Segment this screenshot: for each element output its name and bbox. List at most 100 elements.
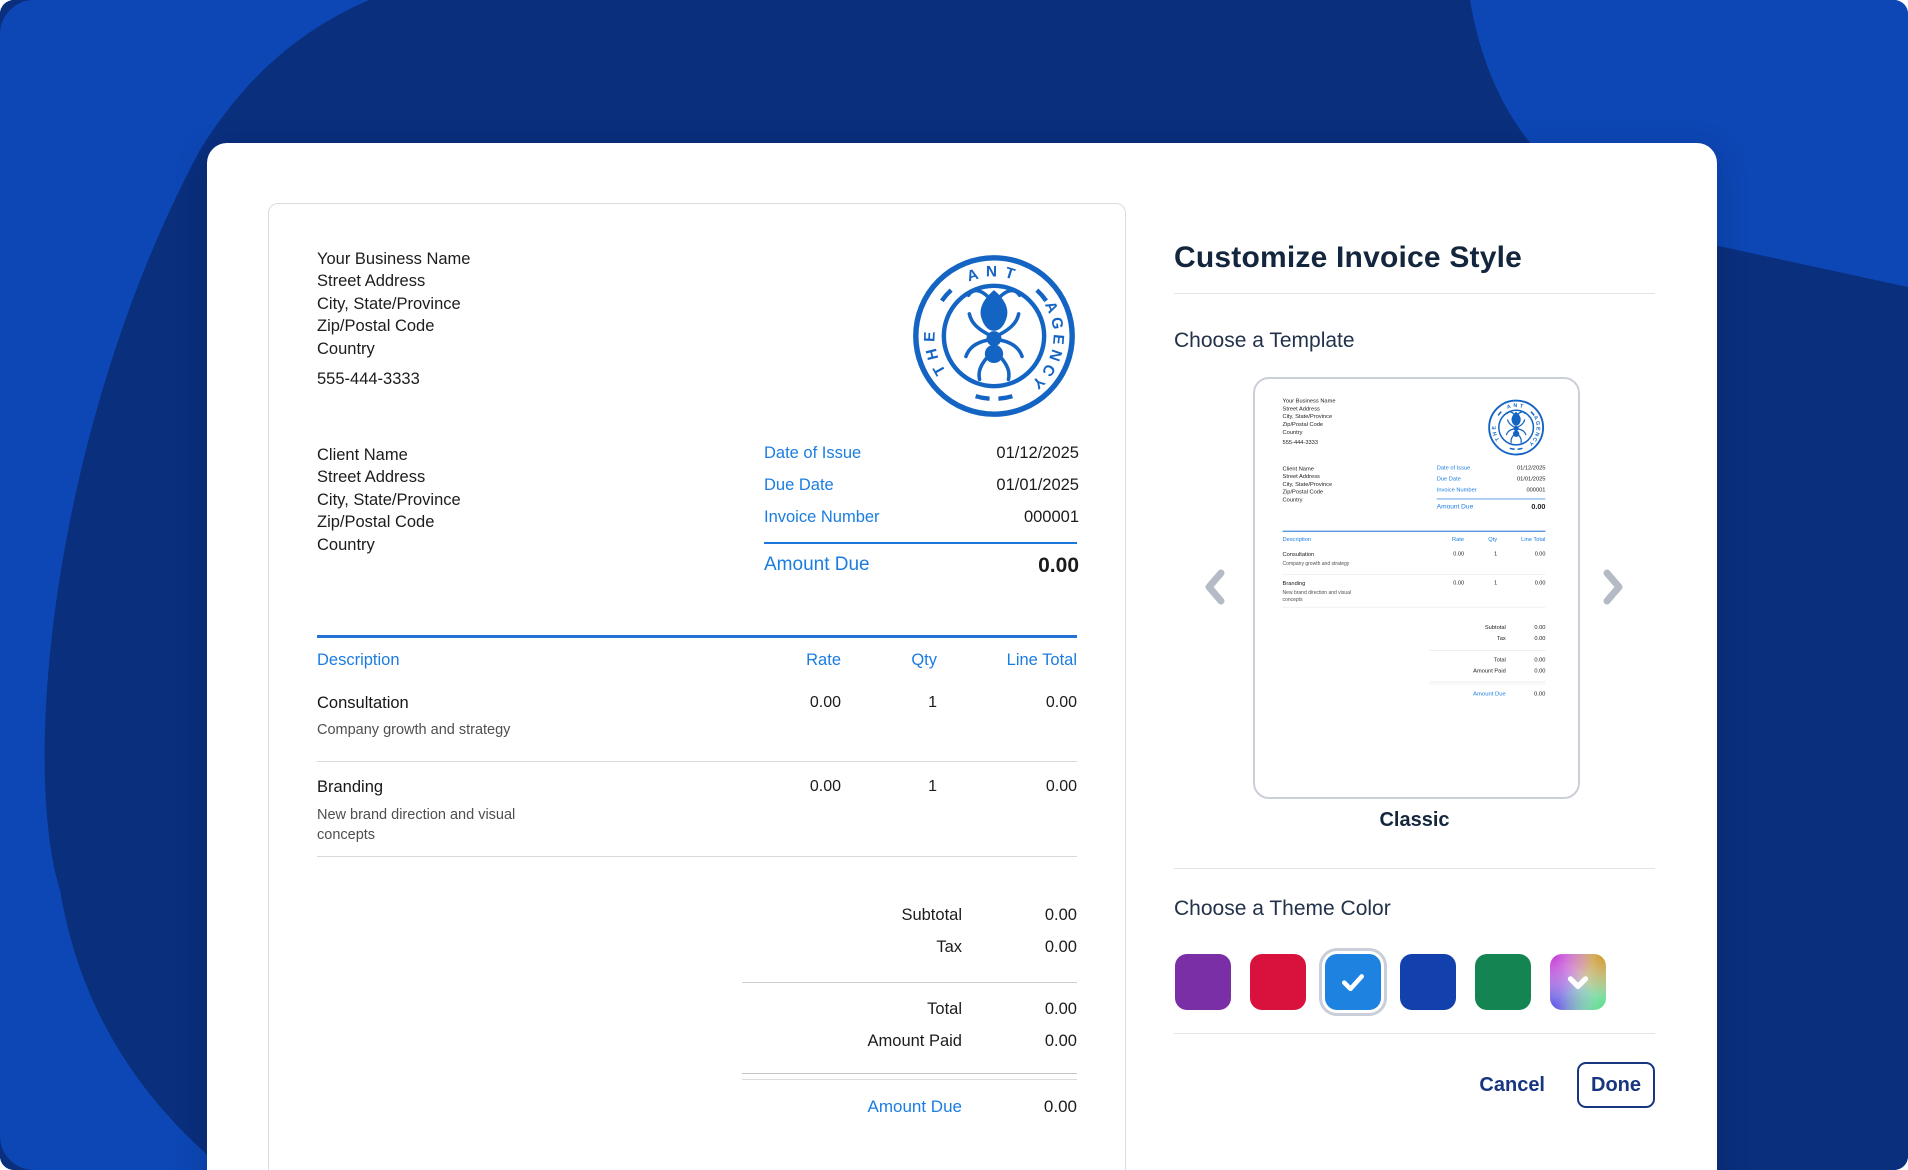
theme-color-swatches xyxy=(1175,948,1606,1016)
col-description: Description xyxy=(1282,536,1312,543)
grand-amount-due-row: Amount Due 0.00 xyxy=(742,1097,1078,1119)
invoice-number-label: Invoice Number xyxy=(764,508,880,526)
meta-divider xyxy=(1436,498,1546,500)
total-value: 0.00 xyxy=(1534,656,1546,663)
item-qty: 1 xyxy=(928,694,937,711)
item-rate: 0.00 xyxy=(809,694,841,711)
panel-divider xyxy=(1174,868,1655,869)
chevron-left-icon xyxy=(1205,569,1225,605)
tax-value: 0.00 xyxy=(1044,938,1077,956)
meta-divider xyxy=(764,542,1077,544)
item-rate: 0.00 xyxy=(1453,580,1465,586)
item-rate: 0.00 xyxy=(809,778,841,795)
grand-amount-due-value: 0.00 xyxy=(1534,690,1546,697)
previous-template-button[interactable] xyxy=(1200,567,1230,607)
client-name: Client Name xyxy=(1282,465,1314,472)
date-of-issue-label: Date of Issue xyxy=(764,444,862,462)
business-street: Street Address xyxy=(317,272,426,291)
table-header-row: Description Rate Qty Line Total xyxy=(317,651,1077,670)
item-description: New brand direction and visual concepts xyxy=(317,807,516,843)
done-button[interactable]: Done xyxy=(1577,1062,1655,1108)
ant-badge-icon: ANT AGENCY THE xyxy=(913,255,1075,417)
invoice-number-value: 000001 xyxy=(1023,508,1079,526)
col-qty: Qty xyxy=(911,651,937,669)
item-rate: 0.00 xyxy=(1453,551,1465,557)
totals-divider xyxy=(742,982,1077,983)
client-name: Client Name xyxy=(317,446,408,464)
total-value: 0.00 xyxy=(1044,1000,1077,1018)
amount-due-header-row: Amount Due 0.00 xyxy=(764,554,1079,577)
amount-paid-row: Amount Paid 0.00 xyxy=(1430,667,1545,676)
meta-row-invoice-number: Invoice Number 000001 xyxy=(1437,487,1546,495)
item-name: Branding xyxy=(317,778,384,796)
grand-amount-due-row: Amount Due 0.00 xyxy=(1430,690,1546,698)
theme-color-purple[interactable] xyxy=(1175,954,1231,1010)
due-date-value: 01/01/2025 xyxy=(996,476,1079,494)
business-city: City, State/Province xyxy=(317,294,461,313)
subtotal-row: Subtotal 0.00 xyxy=(1430,624,1546,632)
ant-icon xyxy=(1505,411,1527,444)
tax-value: 0.00 xyxy=(1534,635,1546,642)
theme-color-blue-selected[interactable] xyxy=(1319,948,1387,1016)
item-description: Company growth and strategy xyxy=(1282,560,1350,567)
subtotal-row: Subtotal 0.00 xyxy=(742,906,1077,928)
item-line-total: 0.00 xyxy=(1534,551,1546,557)
client-street: Street Address xyxy=(317,468,426,487)
amount-paid-label: Amount Paid xyxy=(1473,667,1506,674)
grand-amount-due-label: Amount Due xyxy=(1473,690,1506,697)
panel-divider xyxy=(1174,1033,1655,1034)
theme-color-custom-picker[interactable] xyxy=(1550,954,1606,1010)
business-country: Country xyxy=(1282,428,1303,436)
client-city: City, State/Province xyxy=(317,490,461,509)
item-qty: 1 xyxy=(928,778,937,795)
row-divider xyxy=(317,856,1077,857)
business-address-block: Your Business Name Street Address City, … xyxy=(1283,397,1336,436)
business-zip: Zip/Postal Code xyxy=(1282,421,1324,428)
meta-row-date-of-issue: Date of Issue 01/12/2025 xyxy=(1437,465,1546,473)
invoice-customizer-dialog: Your Business Name Street Address City, … xyxy=(207,143,1717,1170)
date-of-issue-value: 01/12/2025 xyxy=(1516,464,1546,472)
item-description: Company growth and strategy xyxy=(317,722,511,738)
col-description: Description xyxy=(317,651,400,669)
meta-row-due-date: Due Date 01/01/2025 xyxy=(764,476,1079,498)
client-city: City, State/Province xyxy=(1282,480,1333,488)
due-date-value: 01/01/2025 xyxy=(1516,475,1546,483)
next-template-button[interactable] xyxy=(1598,567,1628,607)
meta-row-date-of-issue: Date of Issue 01/12/2025 xyxy=(764,444,1079,466)
main-invoice-slot: Your Business Name Street Address City, … xyxy=(268,203,1126,1170)
table-header-row: Description Rate Qty Line Total xyxy=(1283,536,1546,543)
client-zip: Zip/Postal Code xyxy=(1282,488,1324,495)
svg-text:THE: THE xyxy=(1492,424,1502,442)
amount-paid-label: Amount Paid xyxy=(867,1032,962,1050)
cancel-button[interactable]: Cancel xyxy=(1475,1074,1549,1097)
col-rate: Rate xyxy=(806,651,841,669)
panel-divider xyxy=(1174,293,1655,294)
tax-label: Tax xyxy=(1496,635,1506,642)
amount-paid-row: Amount Paid 0.00 xyxy=(742,1032,1077,1054)
business-street: Street Address xyxy=(1282,405,1320,412)
table-top-rule xyxy=(1282,530,1546,532)
svg-text:ANT: ANT xyxy=(1506,403,1526,411)
customize-panel: Customize Invoice Style Choose a Templat… xyxy=(1174,143,1655,1170)
theme-color-dark-blue[interactable] xyxy=(1400,954,1456,1010)
logo-text-the: THE xyxy=(1492,424,1500,442)
template-thumbnail-classic[interactable]: Your Business Name Street Address City, … xyxy=(1253,377,1580,799)
item-name: Consultation xyxy=(1282,551,1315,558)
company-logo-ant-agency: ANT AGENCY THE xyxy=(909,251,1079,421)
subtotal-label: Subtotal xyxy=(1484,624,1506,631)
theme-color-red[interactable] xyxy=(1250,954,1306,1010)
item-qty: 1 xyxy=(1494,580,1498,586)
item-name: Consultation xyxy=(317,694,409,712)
business-city: City, State/Province xyxy=(1282,413,1333,420)
subtotal-value: 0.00 xyxy=(1044,906,1077,924)
logo-text-ant: ANT xyxy=(965,263,1017,285)
invoice-number-value: 000001 xyxy=(1526,486,1546,494)
tax-row: Tax 0.00 xyxy=(1430,635,1546,643)
invoice-preview: Your Business Name Street Address City, … xyxy=(1266,382,1563,791)
check-icon xyxy=(1342,974,1364,992)
business-name: Your Business Name xyxy=(1282,397,1336,405)
business-name: Your Business Name xyxy=(317,250,471,268)
grand-amount-due-label: Amount Due xyxy=(867,1097,963,1116)
subtotal-label: Subtotal xyxy=(901,906,962,924)
theme-color-green[interactable] xyxy=(1475,954,1531,1010)
